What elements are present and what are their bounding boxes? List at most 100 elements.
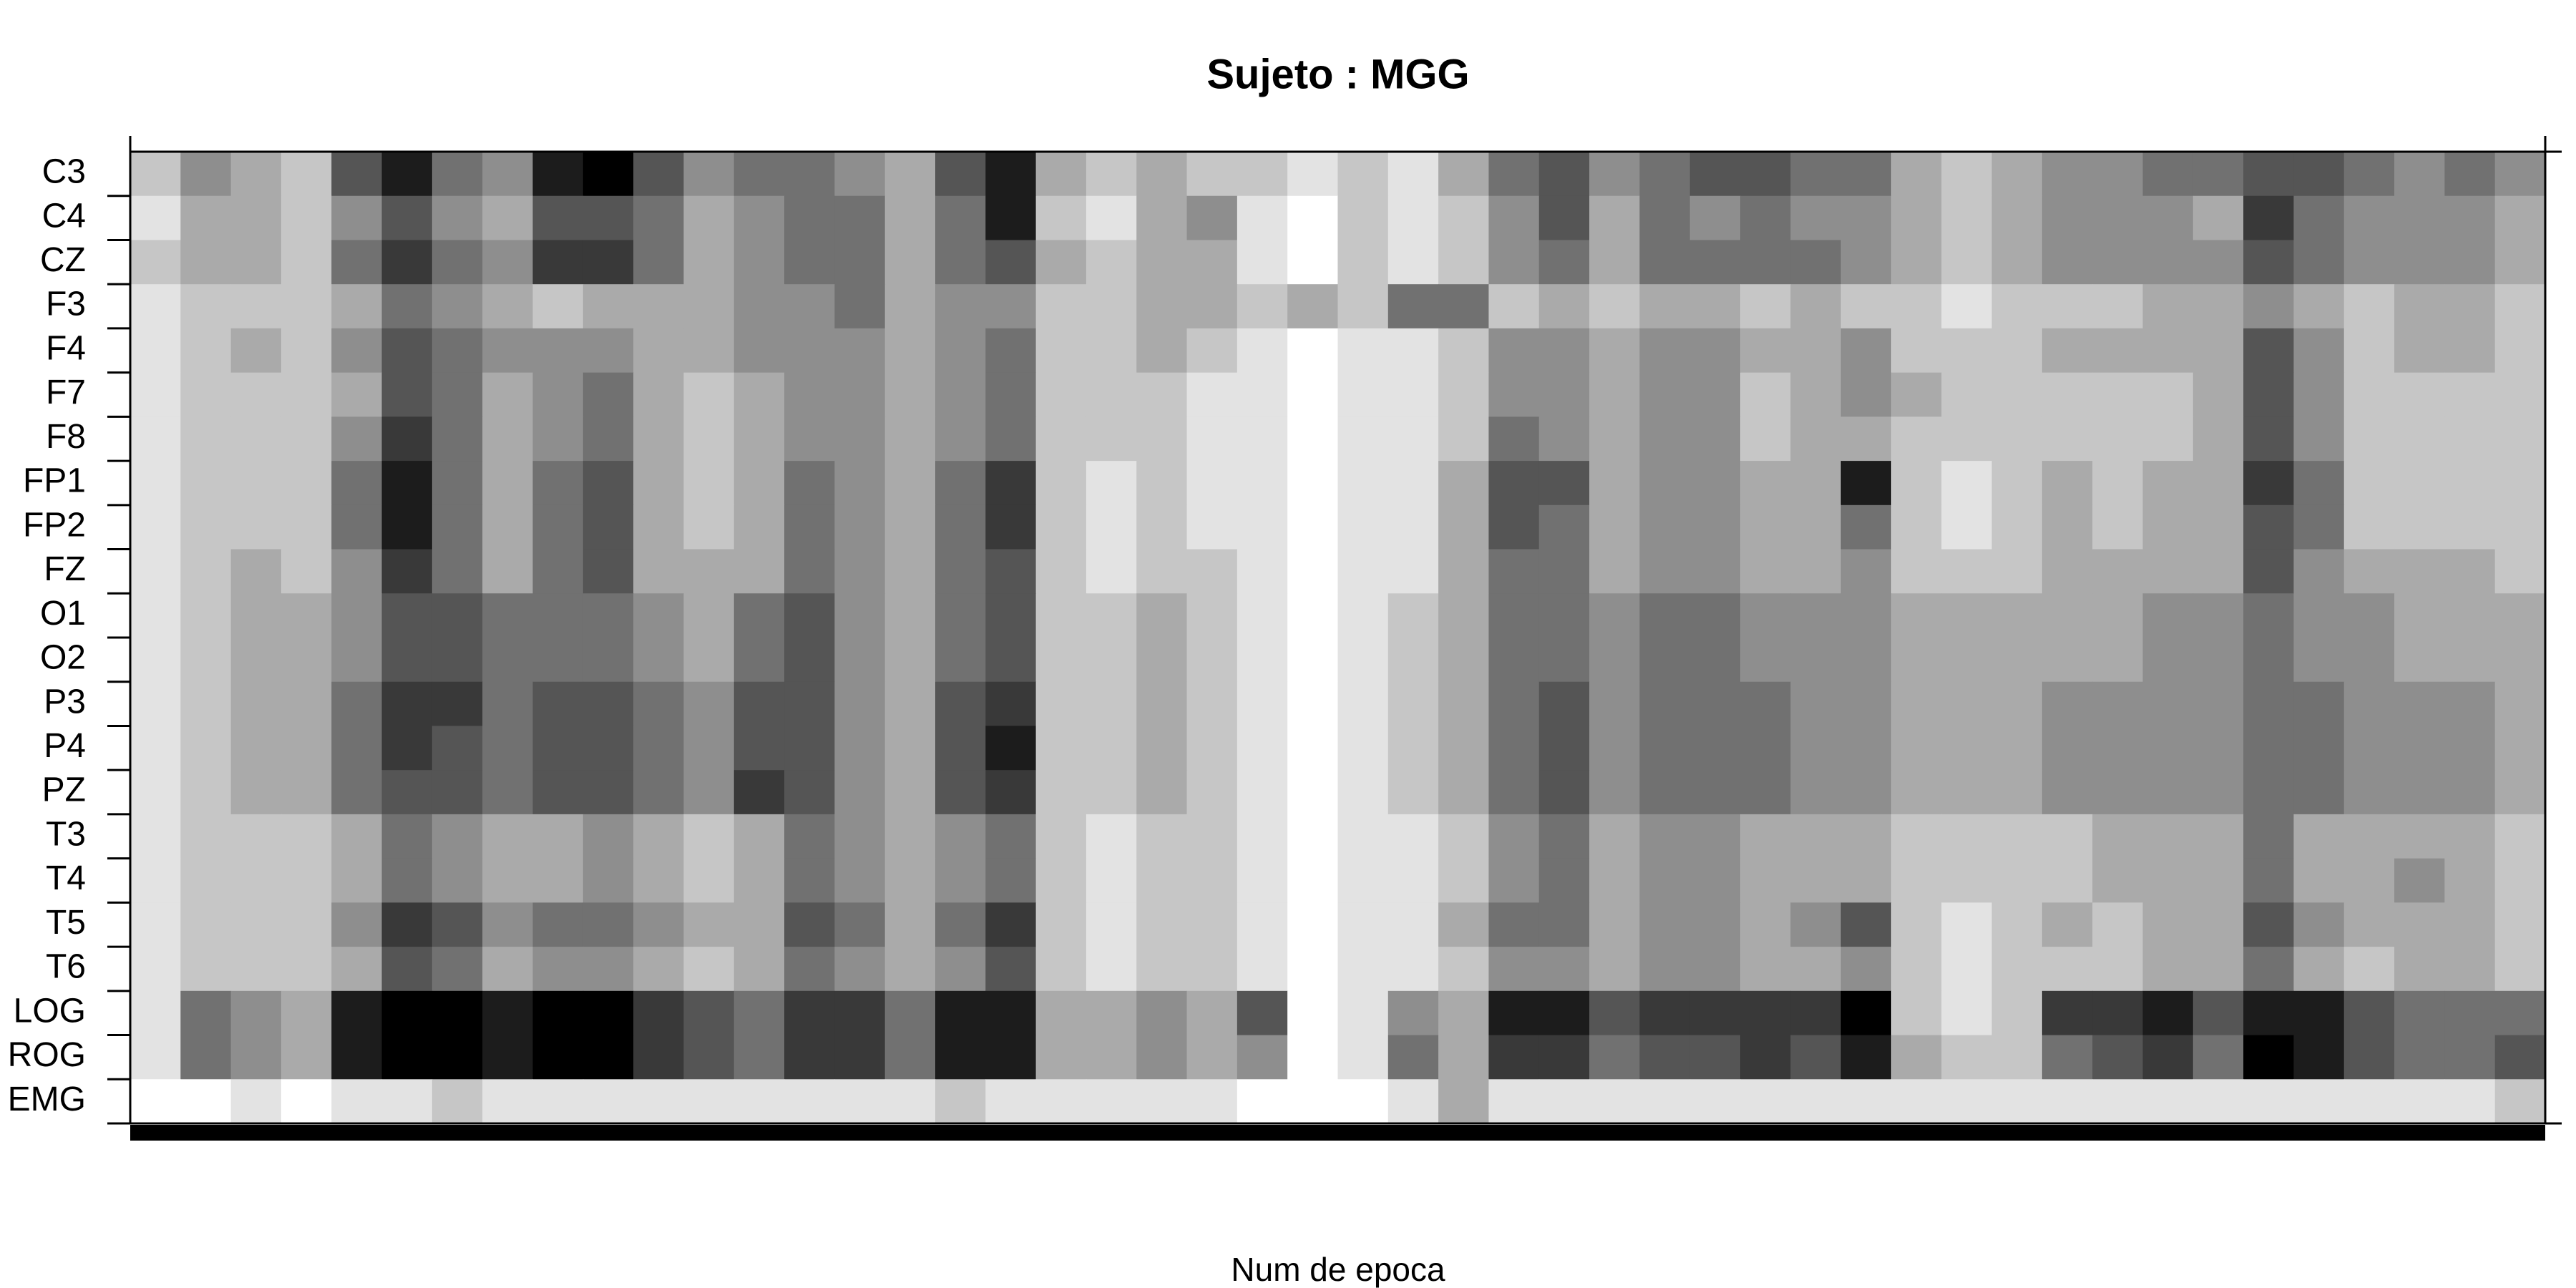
cell bbox=[1488, 416, 1540, 462]
cell bbox=[834, 726, 886, 771]
row-label: EMG bbox=[8, 1080, 86, 1118]
cell bbox=[1337, 240, 1389, 285]
cell bbox=[2394, 461, 2445, 506]
cell bbox=[482, 152, 533, 197]
cell bbox=[1337, 328, 1389, 374]
cell bbox=[1589, 858, 1640, 903]
cell bbox=[1387, 152, 1439, 197]
cell bbox=[1488, 195, 1540, 240]
cell bbox=[2243, 372, 2294, 417]
cell bbox=[180, 947, 232, 992]
cell bbox=[1639, 284, 1691, 329]
cell bbox=[2142, 284, 2194, 329]
cell bbox=[1840, 549, 1892, 594]
cell bbox=[1337, 990, 1389, 1036]
cell bbox=[784, 947, 835, 992]
cell bbox=[985, 947, 1037, 992]
cell bbox=[381, 328, 433, 374]
cell bbox=[431, 195, 483, 240]
cell bbox=[1941, 902, 1993, 947]
cell bbox=[2092, 152, 2143, 197]
cell bbox=[1890, 726, 1942, 771]
cell bbox=[1538, 814, 1590, 859]
cell bbox=[2494, 947, 2546, 992]
cell bbox=[1438, 195, 1489, 240]
cell bbox=[1740, 681, 1791, 726]
cell bbox=[1589, 416, 1640, 462]
cell bbox=[130, 814, 181, 859]
cell bbox=[1287, 638, 1338, 683]
cell bbox=[784, 284, 835, 329]
cell bbox=[331, 681, 383, 726]
cell bbox=[1438, 328, 1489, 374]
cell bbox=[1085, 902, 1137, 947]
cell bbox=[1337, 770, 1389, 815]
cell bbox=[1136, 858, 1188, 903]
cell bbox=[1840, 638, 1892, 683]
cell bbox=[431, 1079, 483, 1124]
cell bbox=[180, 152, 232, 197]
cell bbox=[1236, 416, 1288, 462]
cell bbox=[1740, 240, 1791, 285]
cell bbox=[2142, 1035, 2194, 1080]
cell bbox=[1488, 681, 1540, 726]
cell bbox=[130, 990, 181, 1036]
cell bbox=[834, 858, 886, 903]
cell bbox=[1236, 770, 1288, 815]
cell bbox=[2494, 593, 2546, 638]
cell bbox=[1186, 1079, 1238, 1124]
cell bbox=[1488, 814, 1540, 859]
cell bbox=[1689, 504, 1741, 550]
cell bbox=[633, 726, 684, 771]
cell bbox=[1387, 372, 1439, 417]
cell bbox=[2041, 372, 2093, 417]
cell bbox=[180, 681, 232, 726]
cell bbox=[1186, 152, 1238, 197]
cell bbox=[2444, 902, 2496, 947]
cell bbox=[482, 770, 533, 815]
cell bbox=[2293, 858, 2345, 903]
cell bbox=[130, 593, 181, 638]
cell bbox=[2444, 593, 2496, 638]
cell bbox=[1438, 770, 1489, 815]
cell bbox=[2092, 504, 2143, 550]
cell bbox=[2343, 814, 2395, 859]
cell bbox=[1236, 372, 1288, 417]
cell bbox=[1287, 990, 1338, 1036]
cell bbox=[1387, 549, 1439, 594]
cell bbox=[1488, 638, 1540, 683]
cell bbox=[733, 638, 785, 683]
cell bbox=[431, 152, 483, 197]
cell bbox=[1790, 1079, 1842, 1124]
cell bbox=[582, 549, 634, 594]
cell bbox=[2092, 416, 2143, 462]
cell bbox=[2494, 814, 2546, 859]
cell bbox=[1740, 504, 1791, 550]
cell bbox=[1035, 240, 1087, 285]
cell bbox=[280, 681, 332, 726]
cell bbox=[582, 504, 634, 550]
cell bbox=[1488, 947, 1540, 992]
cell bbox=[1488, 461, 1540, 506]
cell bbox=[683, 504, 735, 550]
cell bbox=[1790, 990, 1842, 1036]
cell bbox=[1740, 152, 1791, 197]
cell bbox=[1136, 1079, 1188, 1124]
cell bbox=[381, 770, 433, 815]
cell bbox=[1941, 593, 1993, 638]
cell bbox=[1438, 681, 1489, 726]
cell bbox=[633, 372, 684, 417]
cell bbox=[431, 814, 483, 859]
cell bbox=[2192, 1035, 2244, 1080]
cell bbox=[482, 990, 533, 1036]
cell bbox=[633, 461, 684, 506]
cell bbox=[482, 681, 533, 726]
cell bbox=[2092, 902, 2143, 947]
cell bbox=[834, 195, 886, 240]
cell bbox=[683, 1079, 735, 1124]
cell bbox=[2293, 814, 2345, 859]
cell bbox=[1538, 990, 1590, 1036]
cell bbox=[1085, 284, 1137, 329]
cell bbox=[532, 240, 584, 285]
cell bbox=[2192, 152, 2244, 197]
